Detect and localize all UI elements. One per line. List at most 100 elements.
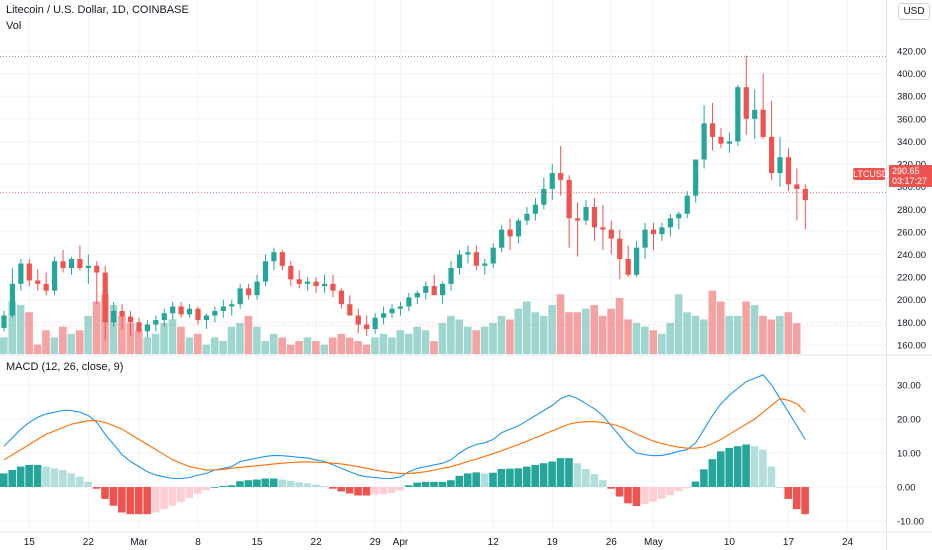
volume-bar bbox=[649, 330, 658, 354]
candle-body bbox=[195, 308, 201, 321]
histogram-bar bbox=[261, 478, 270, 487]
candle-body bbox=[634, 247, 640, 275]
candle-body bbox=[153, 320, 159, 325]
histogram-bar bbox=[447, 480, 455, 487]
price-tag-symbol: LTCUSD bbox=[853, 168, 889, 180]
volume-bar bbox=[421, 330, 430, 354]
volume-bar bbox=[691, 315, 700, 354]
candle-body bbox=[583, 206, 589, 221]
histogram-bar bbox=[134, 487, 143, 515]
axis-labels: 160.00180.00200.00220.00240.00260.00280.… bbox=[24, 47, 926, 549]
volume-bar bbox=[716, 301, 725, 354]
macd-tick-label: 20.00 bbox=[897, 415, 921, 426]
volume-bar bbox=[118, 315, 126, 354]
candle-body bbox=[440, 283, 446, 296]
volume-label[interactable]: Vol bbox=[6, 20, 22, 32]
price-tick-label: 280.00 bbox=[897, 205, 926, 216]
histogram-bar bbox=[522, 466, 531, 487]
volume-bar bbox=[371, 337, 379, 354]
histogram-bar bbox=[404, 485, 413, 487]
volume-bar bbox=[33, 344, 42, 354]
price-tag-box: 290.65 03:17:27 bbox=[889, 165, 932, 187]
price-tick-label: 360.00 bbox=[897, 114, 926, 125]
volume-bar bbox=[657, 333, 666, 354]
histogram-bar bbox=[598, 480, 607, 487]
histogram-bar bbox=[683, 487, 691, 489]
histogram-bar bbox=[750, 446, 759, 487]
volume-bar bbox=[185, 337, 194, 354]
histogram-bar bbox=[236, 481, 244, 487]
histogram-bar bbox=[548, 461, 556, 487]
volume-bar bbox=[168, 319, 177, 354]
candle-body bbox=[77, 258, 83, 269]
histogram-bar bbox=[472, 472, 480, 487]
candle-body bbox=[499, 229, 505, 248]
candle-body bbox=[482, 263, 488, 266]
candle-body bbox=[507, 229, 513, 237]
candle-body bbox=[752, 109, 758, 119]
candle-body bbox=[524, 213, 530, 221]
volume-bar bbox=[497, 315, 506, 354]
candle-body bbox=[60, 261, 66, 269]
volume-bar bbox=[750, 305, 759, 354]
candle-body bbox=[119, 310, 125, 317]
volume-bar bbox=[573, 312, 582, 354]
histogram-bar bbox=[666, 487, 674, 496]
histogram-bar bbox=[75, 476, 84, 487]
volume-bar bbox=[388, 337, 396, 354]
candle-body bbox=[794, 184, 800, 189]
histogram-bar bbox=[700, 469, 708, 487]
volume-bar bbox=[244, 315, 253, 354]
volume-bar bbox=[683, 312, 691, 354]
histogram-bar bbox=[354, 487, 362, 496]
volume-bar bbox=[202, 344, 211, 354]
currency-badge[interactable]: USD bbox=[898, 3, 930, 20]
candle-body bbox=[625, 258, 631, 275]
histogram-bar bbox=[784, 487, 793, 499]
time-tick-label: 19 bbox=[547, 537, 559, 548]
histogram-bar bbox=[109, 487, 118, 506]
time-tick-label: 15 bbox=[251, 537, 263, 548]
histogram-bar bbox=[286, 480, 295, 487]
macd-tick-label: -10.00 bbox=[897, 517, 924, 528]
candle-body bbox=[456, 254, 463, 269]
volume-bar bbox=[582, 308, 590, 354]
candle-body bbox=[473, 252, 479, 266]
candle-body bbox=[465, 252, 471, 255]
volume-bar bbox=[92, 301, 101, 354]
volume-bar bbox=[531, 312, 540, 354]
candle-body bbox=[127, 316, 134, 323]
candle-body bbox=[423, 286, 429, 293]
candle-body bbox=[566, 179, 572, 219]
price-tick-label: 160.00 bbox=[897, 340, 926, 351]
candle-body bbox=[35, 280, 41, 284]
candle-body bbox=[170, 306, 176, 314]
candle-body bbox=[650, 229, 657, 235]
symbol-title[interactable]: Litecoin / U.S. Dollar, 1D, COINBASE bbox=[6, 4, 189, 16]
histogram-bar bbox=[379, 487, 388, 495]
candle-body bbox=[212, 310, 218, 316]
candle-body bbox=[380, 313, 387, 318]
macd-label[interactable]: MACD (12, 26, close, 9) bbox=[6, 361, 124, 373]
candle-body bbox=[203, 315, 210, 321]
candle-body bbox=[254, 281, 260, 296]
volume-bar bbox=[219, 341, 227, 354]
histogram-bar bbox=[362, 487, 371, 496]
time-tick-label: 17 bbox=[783, 537, 795, 548]
macd-tick-label: 10.00 bbox=[897, 449, 921, 460]
volume-bar bbox=[514, 308, 523, 354]
volume-bar bbox=[362, 344, 371, 354]
price-tick-label: 180.00 bbox=[897, 318, 926, 329]
histogram-bar bbox=[295, 482, 303, 487]
volume-bar bbox=[539, 315, 548, 354]
histogram-bar bbox=[759, 449, 767, 487]
histogram-bar bbox=[480, 473, 489, 487]
volume-bar bbox=[143, 337, 151, 354]
histogram-bar bbox=[177, 487, 185, 503]
histogram-bar bbox=[430, 481, 438, 487]
histogram-bar bbox=[514, 468, 523, 487]
volume-bar bbox=[759, 315, 767, 354]
candle-body bbox=[288, 265, 294, 280]
